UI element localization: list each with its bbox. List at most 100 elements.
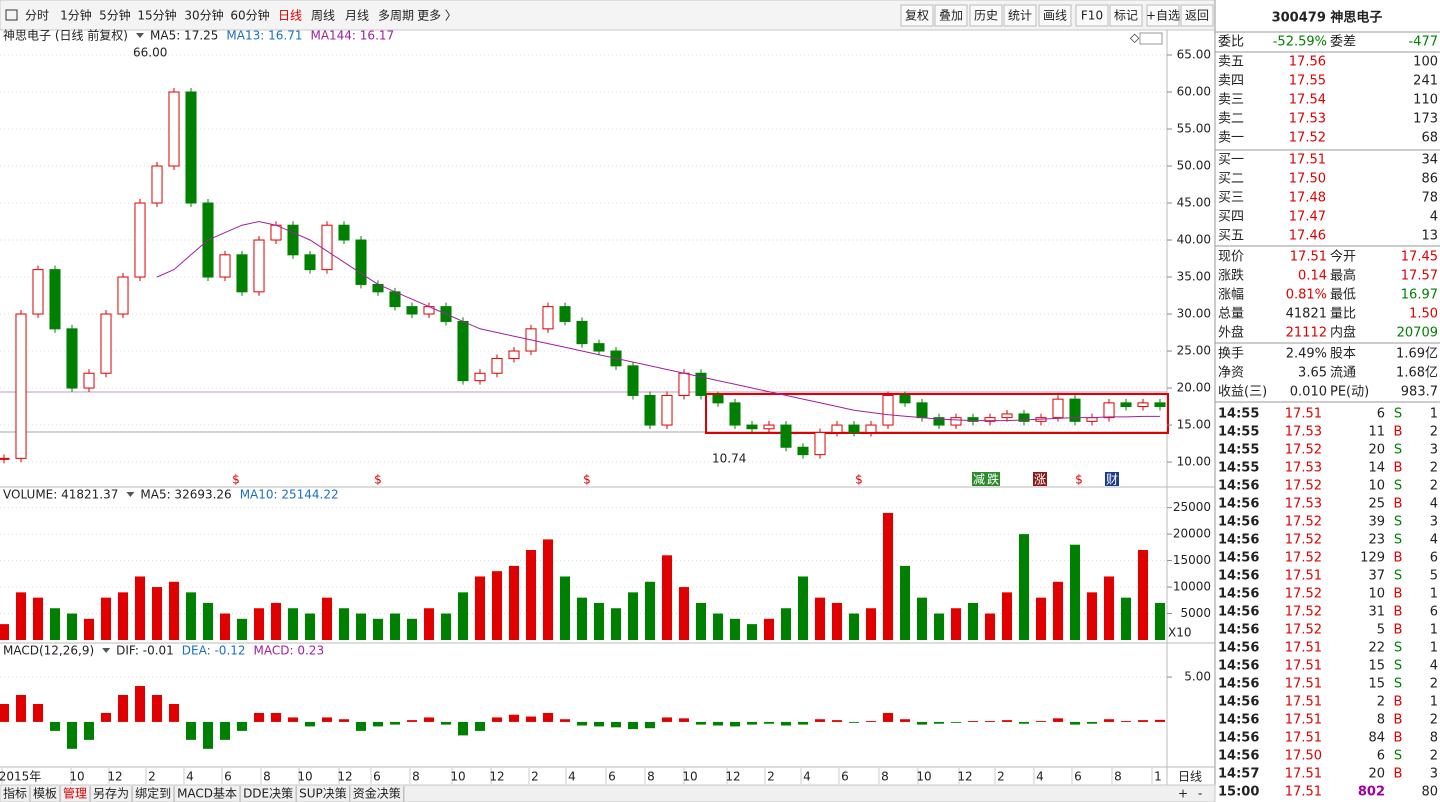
period-tab[interactable]: 周线	[311, 9, 335, 23]
trade-time: 14:56	[1218, 623, 1259, 638]
toolbar-button[interactable]: 返回	[1185, 9, 1209, 23]
time-label: 4	[803, 770, 811, 784]
time-label: 4	[568, 770, 576, 784]
bottom-tab[interactable]: 绑定到	[135, 786, 171, 801]
quote-cell: 今开	[1330, 249, 1356, 265]
period-tab[interactable]: 多周期	[378, 9, 414, 23]
book-volume: 173	[1413, 112, 1438, 127]
trade-count: 4	[1430, 497, 1438, 512]
period-tab[interactable]: 15分钟	[137, 8, 176, 23]
candle-body	[678, 372, 690, 396]
candle-body	[831, 424, 843, 433]
menu-icon[interactable]	[5, 9, 18, 21]
bottom-tab[interactable]: SUP决策	[299, 787, 347, 801]
toolbar-button[interactable]: 叠加	[939, 9, 963, 23]
candle-body	[1018, 413, 1030, 422]
zoom-in[interactable]: +	[1178, 787, 1188, 801]
bar	[678, 587, 690, 640]
bar	[355, 613, 367, 640]
quote-cell: 最低	[1330, 288, 1356, 303]
event-marker[interactable]: 跌	[987, 472, 999, 487]
toolbar-button[interactable]: 历史	[974, 9, 998, 23]
indicator-label: MA5: 17.25	[150, 29, 218, 43]
toolbar-button[interactable]: 画线	[1043, 9, 1067, 23]
candle-body	[185, 91, 197, 204]
event-marker[interactable]: 财	[1106, 473, 1118, 487]
settings-icon[interactable]: ◇	[1130, 31, 1140, 45]
bottom-tab[interactable]: 指标	[3, 786, 27, 801]
trade-count: 1	[1430, 641, 1438, 656]
y-tick-label: 60.00	[1177, 84, 1211, 98]
bottom-tab[interactable]: MACD基本	[177, 787, 237, 801]
quote-cell: -52.59%	[1273, 35, 1327, 50]
bottom-tab[interactable]: 模板	[33, 787, 57, 801]
bottom-tab[interactable]: 另存为	[93, 787, 129, 801]
bar	[49, 721, 61, 731]
bar	[967, 721, 979, 722]
bar	[1154, 602, 1166, 640]
dropdown-icon[interactable]	[136, 33, 144, 38]
y-tick-label: 30.00	[1177, 307, 1211, 321]
bar	[695, 602, 707, 640]
time-label: 12	[725, 770, 740, 784]
event-marker[interactable]: $	[855, 473, 863, 487]
book-price: 17.51	[1289, 153, 1326, 168]
trade-price: 17.50	[1285, 749, 1322, 764]
zoom-out[interactable]: -	[1198, 787, 1202, 801]
candle-body	[627, 365, 639, 396]
event-marker[interactable]: $	[232, 473, 240, 487]
bar	[304, 721, 316, 727]
period-tab[interactable]: 30分钟	[184, 8, 223, 23]
trade-side: B	[1394, 605, 1403, 620]
bottom-tab[interactable]: 资金决策	[353, 786, 401, 801]
period-tab[interactable]: 1分钟	[60, 8, 92, 23]
button-frame	[900, 4, 934, 27]
window-button[interactable]	[1139, 32, 1163, 45]
scale-note: X10	[1168, 626, 1192, 640]
bar	[542, 539, 554, 640]
trade-price: 17.51	[1285, 659, 1322, 674]
trade-time: 14:55	[1218, 461, 1259, 476]
event-marker[interactable]: $	[1075, 473, 1083, 487]
dropdown-icon[interactable]	[102, 648, 111, 653]
bar	[372, 721, 384, 727]
trade-price: 17.51	[1285, 731, 1322, 746]
dropdown-icon[interactable]	[126, 492, 135, 497]
event-marker[interactable]: $	[374, 473, 382, 487]
period-tab[interactable]: 5分钟	[99, 8, 131, 23]
event-marker[interactable]: $	[583, 473, 591, 487]
trade-price: 17.51	[1285, 713, 1322, 728]
stock-title: 300479 神思电子	[1272, 10, 1383, 26]
bar	[270, 712, 282, 722]
bar	[253, 608, 265, 640]
event-marker[interactable]: 减	[973, 473, 985, 487]
period-tab[interactable]: 月线	[345, 9, 369, 23]
bar	[831, 720, 843, 722]
quote-cell: 股本	[1330, 347, 1356, 362]
bar	[1154, 719, 1166, 722]
bar	[0, 703, 10, 722]
period-tab[interactable]: 分时	[25, 9, 49, 23]
book-volume: 78	[1421, 191, 1438, 206]
bottom-tab[interactable]: DDE决策	[243, 787, 293, 801]
period-tab[interactable]: 更多 〉	[417, 9, 457, 23]
period-tab[interactable]: 日线	[278, 9, 302, 23]
toolbar-button[interactable]: +自选	[1146, 9, 1180, 23]
time-label: 2	[531, 770, 539, 784]
toolbar-button[interactable]: 统计	[1008, 9, 1032, 23]
candle-body	[338, 224, 350, 241]
trade-side: S	[1394, 677, 1402, 692]
bar	[66, 613, 78, 640]
candle-body	[797, 446, 809, 456]
toolbar-button[interactable]: 复权	[905, 9, 929, 23]
candle-body	[933, 417, 945, 426]
trade-volume: 11	[1368, 425, 1385, 440]
toolbar-button[interactable]: 标记	[1114, 9, 1138, 23]
event-marker[interactable]: 涨	[1034, 472, 1046, 487]
quote-cell: 净资	[1218, 366, 1244, 381]
trade-side: B	[1394, 497, 1403, 512]
bottom-tab[interactable]: 管理	[63, 786, 87, 801]
period-tab[interactable]: 60分钟	[230, 8, 269, 23]
toolbar-button[interactable]: F10	[1081, 9, 1103, 23]
